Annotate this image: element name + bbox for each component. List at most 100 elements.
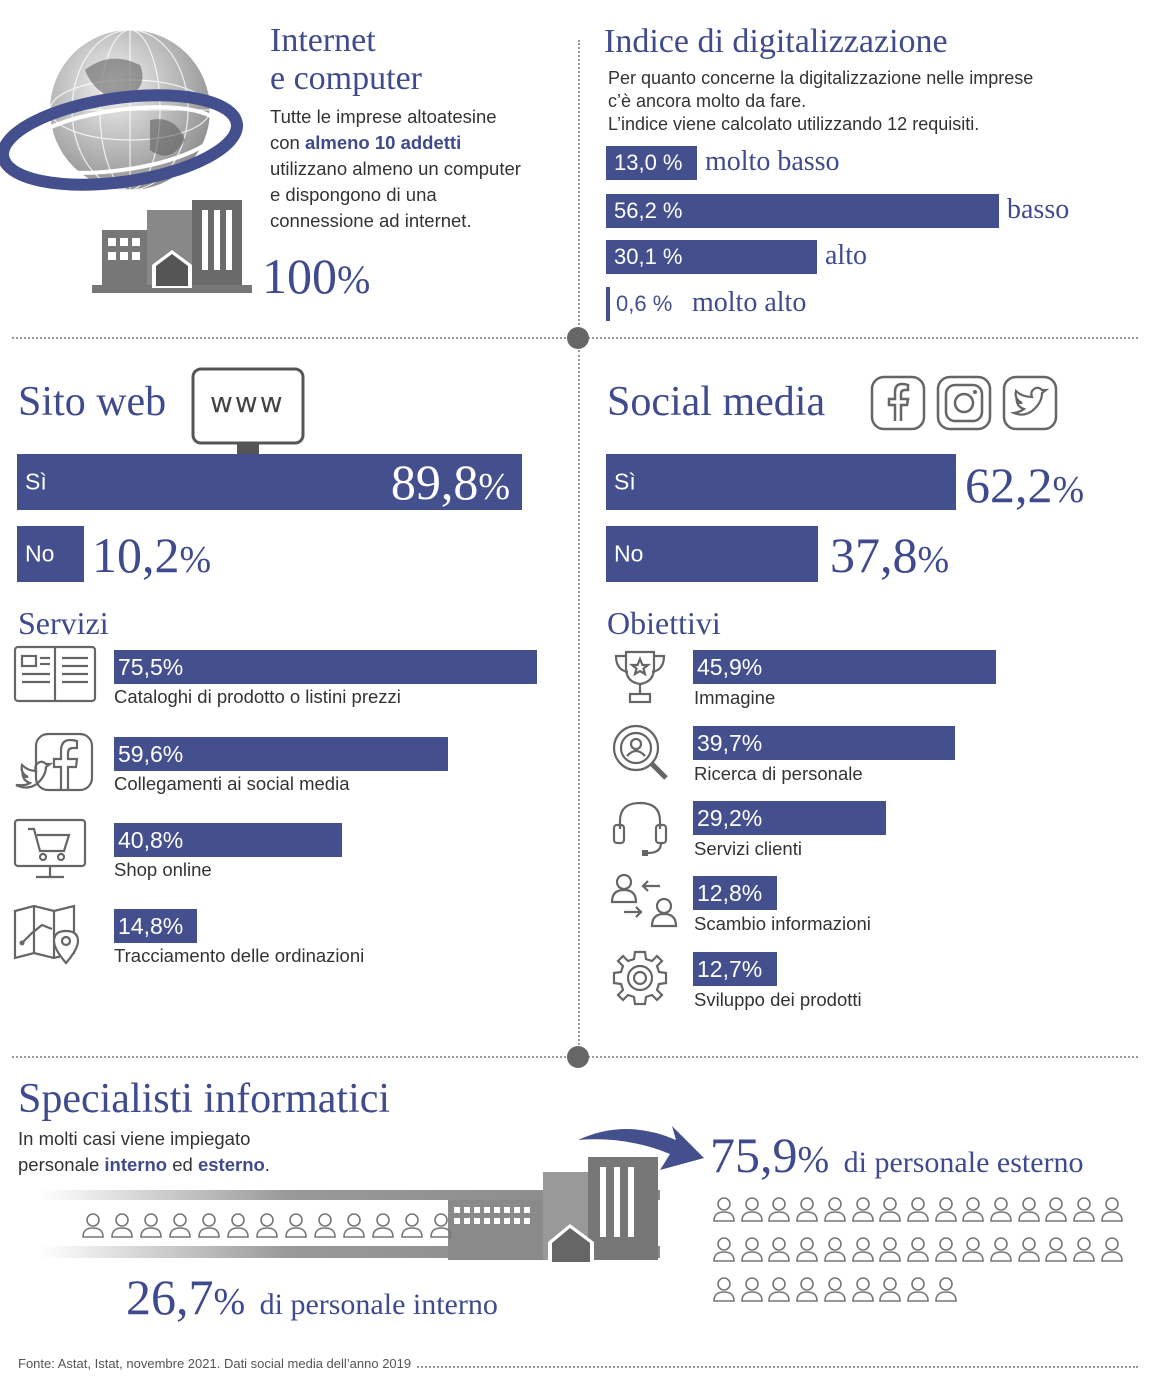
digital-index-value: 56,2 % bbox=[614, 198, 683, 223]
website-yes-value: 89,8% bbox=[391, 456, 510, 513]
person-icon bbox=[256, 1212, 278, 1243]
digital-index-label: molto basso bbox=[705, 146, 840, 177]
service-label: Cataloghi di prodotto o listini prezzi bbox=[114, 686, 401, 707]
person-icon bbox=[851, 1276, 874, 1307]
internet-desc-line3: utilizzano almeno un computer bbox=[270, 158, 521, 179]
social-no-number: 37,8 bbox=[830, 527, 918, 583]
www-label: www bbox=[210, 386, 285, 419]
internet-desc-line1: Tutte le imprese altoatesine bbox=[270, 106, 497, 127]
social-yes-label: Sì bbox=[614, 468, 636, 495]
person-icon bbox=[907, 1276, 929, 1307]
digital-index-label: basso bbox=[1007, 194, 1070, 225]
person-icon bbox=[768, 1236, 791, 1267]
person-icon bbox=[401, 1212, 423, 1243]
person-icon bbox=[907, 1236, 929, 1267]
specialists-desc-mid: ed bbox=[167, 1154, 198, 1175]
internal-value-pct: % bbox=[213, 1281, 246, 1323]
exchange-icon bbox=[610, 872, 680, 939]
social-yes-bar: Sì bbox=[606, 454, 956, 510]
service-value: 40,8% bbox=[118, 827, 184, 853]
internet-title: Internet e computer bbox=[270, 22, 422, 98]
person-icon bbox=[823, 1196, 846, 1227]
person-icon bbox=[285, 1212, 307, 1243]
map-pin-icon bbox=[12, 903, 98, 974]
internet-value-pct: % bbox=[337, 257, 371, 302]
person-search-icon bbox=[610, 722, 670, 789]
website-no-pct: % bbox=[179, 539, 212, 581]
floor-shadow bbox=[40, 1190, 660, 1200]
person-icon bbox=[962, 1236, 985, 1267]
person-icon bbox=[227, 1212, 249, 1243]
social-no-bar: No bbox=[606, 526, 818, 582]
external-value-pct: % bbox=[797, 1139, 830, 1181]
person-icon bbox=[879, 1276, 901, 1307]
goal-bar bbox=[693, 650, 996, 684]
specialists-desc-line2: personale interno ed esterno. bbox=[18, 1152, 270, 1178]
instagram-icon bbox=[936, 375, 992, 431]
vertical-divider-top bbox=[578, 40, 580, 325]
arrow-icon bbox=[576, 1118, 706, 1180]
website-yes-pct: % bbox=[478, 466, 510, 508]
person-icon bbox=[713, 1276, 735, 1307]
website-no-value: 10,2% bbox=[92, 528, 211, 587]
person-icon bbox=[907, 1196, 929, 1227]
digital-index-value: 0,6 % bbox=[616, 291, 673, 316]
service-value: 14,8% bbox=[118, 913, 184, 939]
external-value: 75,9% di personale esterno bbox=[710, 1126, 1084, 1184]
source-note: Fonte: Astat, Istat, novembre 2021. Dati… bbox=[18, 1356, 418, 1371]
digital-index-value: 30,1 % bbox=[614, 244, 683, 269]
social-no-label: No bbox=[614, 540, 644, 567]
goal-value: 12,8% bbox=[697, 880, 763, 906]
person-icon bbox=[198, 1212, 220, 1243]
person-icon bbox=[768, 1196, 791, 1227]
internet-description: Tutte le imprese altoatesine con almeno … bbox=[270, 104, 570, 234]
digital-desc-line3: L’indice viene calcolato utilizzando 12 … bbox=[608, 114, 980, 134]
social-yes-pct: % bbox=[1052, 469, 1085, 511]
service-bar bbox=[114, 650, 537, 684]
social-no-pct: % bbox=[917, 539, 950, 581]
globe-icon bbox=[0, 20, 260, 195]
internet-desc-line4: e dispongono di una bbox=[270, 184, 437, 205]
person-icon bbox=[82, 1212, 104, 1243]
person-icon bbox=[879, 1236, 901, 1267]
person-icon bbox=[934, 1276, 957, 1307]
digital-index-bar bbox=[606, 146, 697, 180]
internet-desc-line5: connessione ad internet. bbox=[270, 210, 472, 231]
person-icon bbox=[1100, 1196, 1123, 1227]
gear-icon bbox=[610, 948, 670, 1013]
internet-desc-bold: almeno 10 addetti bbox=[304, 132, 462, 153]
person-icon bbox=[713, 1236, 735, 1267]
internet-value: 100% bbox=[262, 248, 370, 308]
goals-title: Obiettivi bbox=[607, 605, 721, 641]
office-building-icon bbox=[448, 1152, 663, 1272]
social-yes-number: 62,2 bbox=[965, 457, 1053, 513]
digital-desc-line1: Per quanto concerne la digitalizzazione … bbox=[608, 68, 1034, 88]
internet-title-line2: e computer bbox=[270, 60, 422, 97]
specialists-title: Specialisti informatici bbox=[18, 1076, 391, 1122]
website-no-number: 10,2 bbox=[92, 527, 180, 583]
digital-index-title: Indice di digitalizzazione bbox=[604, 23, 948, 60]
social-title: Social media bbox=[607, 379, 826, 425]
vertical-divider-middle bbox=[578, 350, 580, 1045]
person-icon bbox=[962, 1196, 985, 1227]
specialists-desc-line1: In molti casi viene impiegato bbox=[18, 1128, 251, 1149]
goal-value: 12,7% bbox=[697, 956, 763, 982]
external-value-number: 75,9 bbox=[710, 1127, 798, 1183]
trophy-icon bbox=[610, 646, 670, 711]
internal-value-label: di personale interno bbox=[259, 1288, 498, 1321]
person-icon bbox=[934, 1196, 957, 1227]
goal-bar bbox=[693, 952, 777, 986]
internet-title-line1: Internet bbox=[270, 22, 376, 59]
website-yes-bar: Sì 89,8% bbox=[17, 454, 522, 510]
person-icon bbox=[796, 1196, 818, 1227]
person-icon bbox=[372, 1212, 394, 1243]
internet-desc-line2: con almeno 10 addetti bbox=[270, 130, 570, 156]
service-bar bbox=[114, 737, 448, 771]
specialists-desc-internal: interno bbox=[104, 1154, 168, 1175]
service-value: 59,6% bbox=[118, 741, 184, 767]
person-icon bbox=[1100, 1236, 1123, 1267]
catalog-icon bbox=[12, 644, 98, 709]
digital-index-description: Per quanto concerne la digitalizzazione … bbox=[608, 67, 1033, 136]
social-yes-value: 62,2% bbox=[965, 458, 1084, 517]
service-value: 75,5% bbox=[118, 654, 184, 680]
